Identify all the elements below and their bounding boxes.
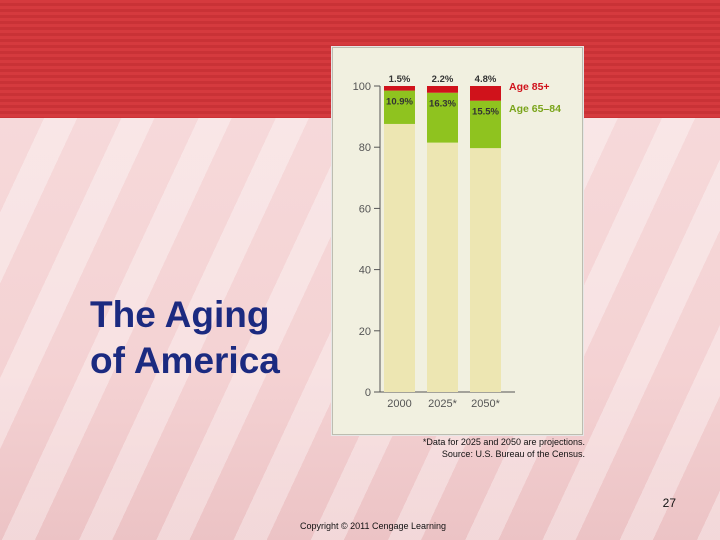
legend-age-65-84: Age 65–84	[509, 103, 561, 115]
bar-segment-under-65	[470, 148, 501, 392]
legend-age-85-plus: Age 85+	[509, 81, 550, 93]
chart-panel: 0 20 40 60 80 100 1.5% 10.9% 2000 2.2% 16.3% 2025* 4…	[332, 47, 583, 435]
copyright-notice: Copyright © 2011 Cengage Learning	[300, 521, 447, 531]
y-tick-label: 100	[353, 81, 371, 93]
bar-segment-under-65	[427, 142, 458, 392]
bar-segment-age-65-84	[384, 90, 415, 124]
data-label-age-65-84: 10.9%	[386, 97, 413, 108]
x-tick-label: 2025*	[428, 398, 457, 410]
data-label-age-85-plus: 2.2%	[432, 74, 454, 85]
x-tick-label: 2000	[387, 398, 411, 410]
x-tick-label: 2050*	[471, 398, 500, 410]
footnote-source: Source: U.S. Bureau of the Census.	[441, 449, 585, 459]
y-tick-label: 20	[359, 326, 371, 338]
y-tick-label: 0	[365, 387, 371, 399]
y-tick-label: 40	[359, 265, 371, 277]
y-tick-label: 60	[359, 203, 371, 215]
stacked-bar-chart: 0 20 40 60 80 100 1.5% 10.9% 2000 2.2% 16.3% 2025* 4…	[353, 74, 561, 410]
bar-segment-age-65-84	[427, 92, 458, 143]
bar-segment-under-65	[384, 123, 415, 392]
footnote-projection: *Data for 2025 and 2050 are projections.	[422, 437, 585, 447]
slide-title: The Aging of America	[90, 294, 280, 381]
bar-segment-age-85-plus	[470, 86, 501, 101]
data-label-age-85-plus: 4.8%	[475, 74, 497, 85]
bar-segment-age-85-plus	[427, 86, 458, 93]
y-tick-label: 80	[359, 142, 371, 154]
bar-segment-age-65-84	[470, 100, 501, 149]
data-label-age-65-84: 16.3%	[429, 99, 456, 110]
page-number: 27	[662, 496, 676, 510]
data-label-age-65-84: 15.5%	[472, 107, 499, 118]
chart-footnote: *Data for 2025 and 2050 are projections.…	[380, 436, 585, 460]
data-label-age-85-plus: 1.5%	[389, 74, 411, 85]
bar-segment-age-85-plus	[384, 86, 415, 91]
